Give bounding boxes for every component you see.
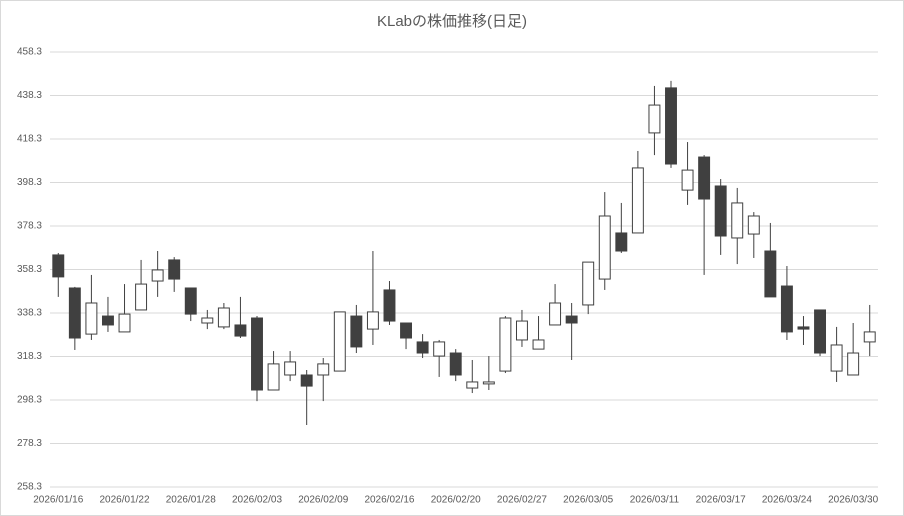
candle-body [101, 315, 114, 326]
candle-body [135, 283, 148, 311]
candle-body [532, 339, 545, 350]
y-tick-label: 458.3 [17, 47, 42, 58]
candle-body [648, 104, 661, 134]
candle-body [780, 285, 793, 333]
x-tick-label: 2026/03/05 [563, 495, 613, 506]
candle-body [582, 261, 595, 306]
candle-body [698, 156, 711, 200]
y-tick-label: 438.3 [17, 90, 42, 101]
candle-body [267, 363, 280, 391]
x-tick-label: 2026/02/16 [364, 495, 414, 506]
candle-body [814, 309, 827, 354]
candle-body [433, 341, 446, 357]
y-tick-label: 258.3 [17, 482, 42, 493]
candle-body [184, 287, 197, 315]
candle-body [847, 352, 860, 376]
candle-body [466, 381, 479, 389]
y-tick-label: 298.3 [17, 395, 42, 406]
candle-body [118, 313, 131, 333]
candle-body [830, 344, 843, 372]
x-tick-label: 2026/01/22 [99, 495, 149, 506]
candle-body [449, 352, 462, 376]
x-tick-label: 2026/01/28 [166, 495, 216, 506]
candle-body [234, 324, 247, 337]
candle-body [350, 315, 363, 348]
y-tick-label: 318.3 [17, 351, 42, 362]
candle-body [400, 322, 413, 339]
candle-body [85, 302, 98, 335]
candle-body [863, 331, 876, 343]
candle-body [217, 307, 230, 328]
x-tick-label: 2026/03/17 [696, 495, 746, 506]
candle-body [681, 169, 694, 191]
candle-body [731, 202, 744, 239]
candle-body [284, 361, 297, 376]
candle-body [615, 232, 628, 252]
y-tick-label: 338.3 [17, 308, 42, 319]
candle-body [549, 302, 562, 326]
candle-body [714, 185, 727, 237]
x-tick-label: 2026/03/24 [762, 495, 812, 506]
candle-body [598, 215, 611, 280]
y-tick-label: 378.3 [17, 221, 42, 232]
candle-body [300, 374, 313, 387]
candle-body [151, 269, 164, 282]
x-tick-label: 2026/03/30 [828, 495, 878, 506]
candle-body [251, 317, 263, 391]
x-tick-label: 2026/03/11 [630, 495, 680, 506]
y-tick-label: 278.3 [17, 438, 42, 449]
y-tick-label: 418.3 [17, 134, 42, 145]
x-tick-label: 2026/02/27 [497, 495, 547, 506]
candle-body [565, 315, 578, 324]
candle-body [482, 381, 495, 385]
candle-body [168, 259, 181, 280]
candle-body [201, 317, 214, 324]
candle-body [416, 341, 429, 354]
candle-body [317, 363, 330, 376]
candle-body [499, 317, 512, 372]
candle-body [764, 250, 777, 298]
candle-body [383, 289, 396, 322]
x-tick-label: 2026/02/09 [298, 495, 348, 506]
candle-body [747, 215, 760, 235]
x-tick-label: 2026/01/16 [33, 495, 83, 506]
candle-body [68, 287, 81, 339]
candle-body [333, 311, 346, 372]
x-tick-label: 2026/02/20 [431, 495, 481, 506]
candle-body [515, 320, 528, 341]
y-tick-label: 398.3 [17, 177, 42, 188]
y-tick-label: 358.3 [17, 264, 42, 275]
candle-body [797, 326, 810, 330]
candle-body [631, 167, 644, 234]
candle-body [665, 87, 677, 165]
chart-title: KLabの株価推移(日足) [377, 13, 527, 30]
candle-body [52, 254, 65, 278]
candle-body [366, 311, 379, 330]
x-tick-label: 2026/02/03 [232, 495, 282, 506]
